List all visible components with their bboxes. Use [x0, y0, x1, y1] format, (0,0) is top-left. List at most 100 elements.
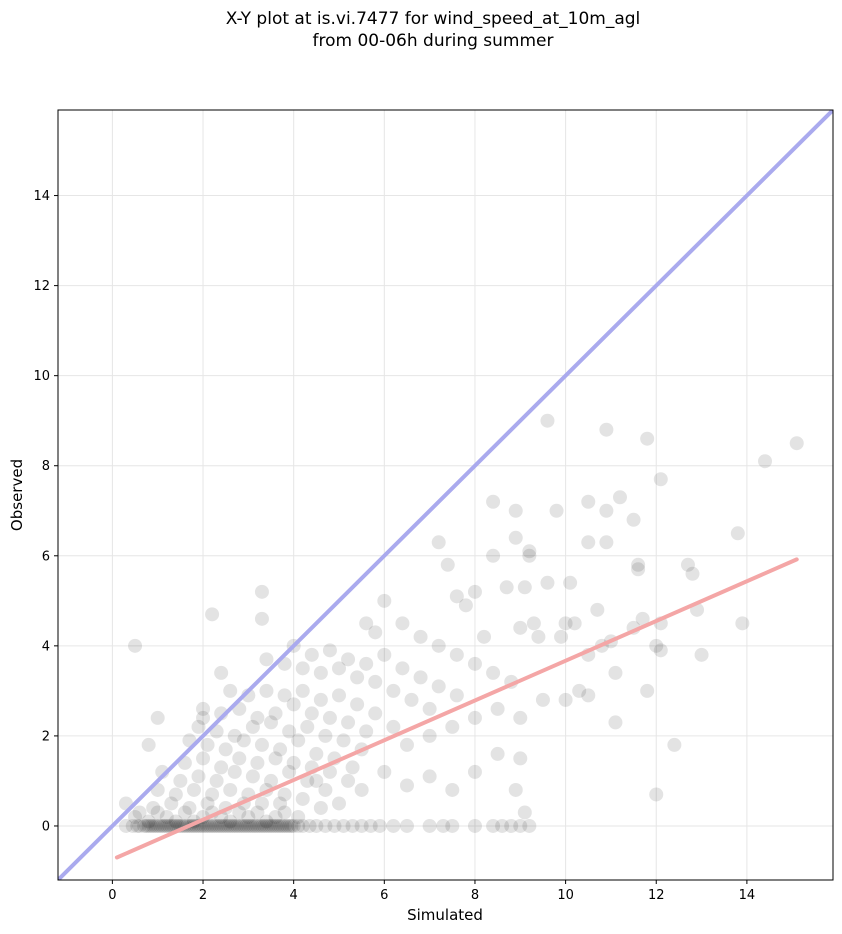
data-point-178 [223, 683, 238, 698]
data-point-187 [386, 719, 401, 734]
data-point-255 [540, 575, 555, 590]
data-point-272 [608, 665, 623, 680]
data-point-249 [513, 620, 528, 635]
data-point-153 [273, 742, 288, 757]
data-point-69 [284, 818, 299, 833]
data-point-60 [264, 818, 279, 833]
data-point-158 [191, 719, 206, 734]
data-point-230 [445, 719, 460, 734]
data-point-208 [359, 616, 374, 631]
data-point-13 [157, 818, 172, 833]
data-point-107 [277, 805, 292, 820]
data-point-132 [227, 764, 242, 779]
data-point-41 [220, 818, 235, 833]
plot-frame [57, 109, 834, 881]
data-point-37 [211, 818, 226, 833]
data-point-62 [268, 818, 283, 833]
data-point-194 [368, 674, 383, 689]
data-point-12 [155, 818, 170, 833]
data-point-14 [159, 818, 174, 833]
data-point-91 [132, 805, 147, 820]
data-point-89 [522, 818, 537, 833]
data-point-149 [200, 737, 215, 752]
data-point-92 [141, 814, 156, 829]
data-point-8 [146, 818, 161, 833]
data-point-278 [635, 611, 650, 626]
data-point-36 [209, 818, 224, 833]
data-point-163 [282, 724, 297, 739]
data-point-177 [359, 724, 374, 739]
data-point-287 [680, 557, 695, 572]
data-point-197 [422, 701, 437, 716]
data-point-279 [640, 683, 655, 698]
data-point-224 [445, 782, 460, 797]
data-point-219 [331, 796, 346, 811]
data-point-15 [162, 818, 177, 833]
data-point-220 [354, 782, 369, 797]
data-point-237 [581, 688, 596, 703]
data-point-82 [386, 818, 401, 833]
data-point-151 [236, 733, 251, 748]
data-point-227 [513, 751, 528, 766]
data-point-45 [230, 818, 245, 833]
data-point-101 [223, 814, 238, 829]
data-point-190 [295, 661, 310, 676]
data-point-231 [467, 710, 482, 725]
data-point-3 [132, 818, 147, 833]
x-tick-label-2: 4 [290, 888, 298, 903]
data-point-161 [245, 719, 260, 734]
data-point-245 [486, 494, 501, 509]
data-point-215 [467, 656, 482, 671]
data-point-115 [254, 796, 269, 811]
data-point-162 [264, 715, 279, 730]
data-point-108 [128, 809, 143, 824]
y-tick-label-0: 0 [42, 819, 50, 834]
data-point-211 [395, 616, 410, 631]
data-point-134 [264, 773, 279, 788]
reference-lines [58, 110, 833, 880]
data-point-35 [207, 818, 222, 833]
data-point-168 [196, 701, 211, 716]
data-point-264 [581, 494, 596, 509]
data-point-53 [248, 818, 263, 833]
data-point-133 [245, 769, 260, 784]
data-point-206 [431, 679, 446, 694]
data-point-160 [227, 728, 242, 743]
x-tick-label-7: 14 [739, 888, 756, 903]
data-point-260 [563, 575, 578, 590]
data-point-281 [649, 787, 664, 802]
data-point-112 [200, 796, 215, 811]
data-point-125 [277, 787, 292, 802]
data-point-144 [286, 755, 301, 770]
data-point-268 [599, 503, 614, 518]
data-point-103 [241, 809, 256, 824]
data-point-225 [467, 764, 482, 779]
data-point-109 [146, 800, 161, 815]
data-point-216 [486, 665, 501, 680]
data-point-292 [735, 616, 750, 631]
data-point-77 [336, 818, 351, 833]
chart-title-line-1: X-Y plot at is.vi.7477 for wind_speed_at… [225, 9, 641, 29]
data-point-2 [130, 818, 145, 833]
data-point-234 [535, 692, 550, 707]
data-point-267 [599, 535, 614, 550]
data-point-120 [186, 782, 201, 797]
data-point-285 [653, 472, 668, 487]
data-point-269 [599, 422, 614, 437]
data-point-188 [259, 652, 274, 667]
data-point-10 [150, 818, 165, 833]
data-point-280 [640, 431, 655, 446]
data-point-43 [225, 818, 240, 833]
data-point-299 [214, 665, 229, 680]
data-point-63 [270, 818, 285, 833]
data-point-304 [508, 782, 523, 797]
data-point-122 [223, 782, 238, 797]
data-point-195 [386, 683, 401, 698]
data-point-271 [608, 715, 623, 730]
data-point-182 [295, 683, 310, 698]
chart-title: X-Y plot at is.vi.7477 for wind_speed_at… [0, 8, 842, 52]
data-point-49 [239, 818, 254, 833]
data-point-213 [431, 638, 446, 653]
data-point-174 [304, 706, 319, 721]
